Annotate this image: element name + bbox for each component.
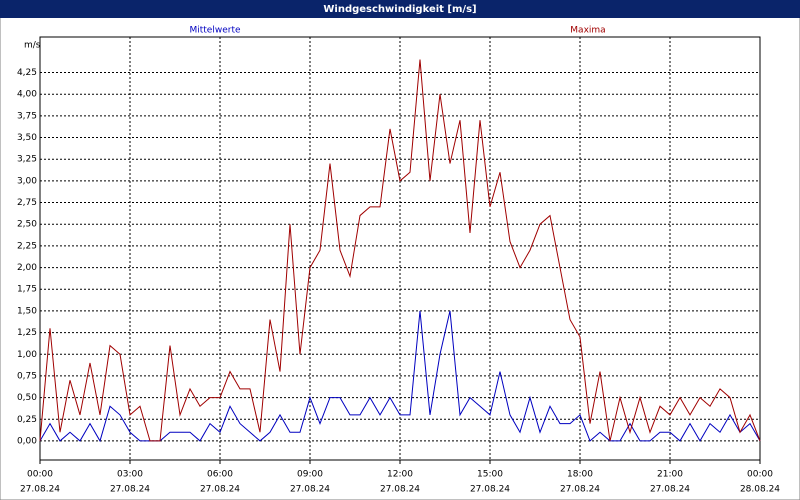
y-tick-label: 0,25: [17, 415, 37, 425]
chart-title: Windgeschwindigkeit [m/s]: [323, 4, 476, 15]
x-tick-label: 27.08.24: [650, 485, 690, 495]
y-tick-label: 3,50: [17, 133, 37, 143]
x-tick-label: 27.08.24: [380, 485, 420, 495]
y-tick-label: 2,00: [17, 263, 37, 273]
x-tick-label: 06:00: [207, 470, 233, 480]
x-tick-label: 27.08.24: [290, 485, 330, 495]
y-tick-label: 0,00: [17, 436, 37, 446]
x-tick-label: 00:00: [747, 470, 773, 480]
y-tick-label: 0,75: [17, 371, 37, 381]
y-tick-label: 2,25: [17, 241, 37, 251]
y-tick-label: 4,00: [17, 90, 37, 100]
y-tick-label: 2,50: [17, 220, 37, 230]
x-tick-label: 12:00: [387, 470, 413, 480]
x-tick-label: 21:00: [657, 470, 683, 480]
x-tick-label: 27.08.24: [470, 485, 510, 495]
y-tick-label: 3,25: [17, 155, 37, 165]
x-tick-label: 00:00: [27, 470, 53, 480]
data-line: [39, 59, 761, 442]
x-tick-label: 15:00: [477, 470, 503, 480]
x-tick-label: 27.08.24: [110, 485, 150, 495]
x-tick-label: 27.08.24: [200, 485, 240, 495]
x-tick-label: 28.08.24: [740, 485, 780, 495]
y-tick-label: 2,75: [17, 198, 37, 208]
y-tick-label: 3,75: [17, 111, 37, 121]
x-tick-label: 18:00: [567, 470, 593, 480]
y-tick-label: 1,25: [17, 328, 37, 338]
y-tick-label: 3,00: [17, 176, 37, 186]
title-bar: [0, 0, 800, 18]
legend-entry: Maxima: [570, 26, 605, 36]
x-tick-label: 09:00: [297, 470, 323, 480]
x-tick-label: 27.08.24: [20, 485, 60, 495]
y-axis-label: m/s: [24, 41, 41, 51]
y-tick-label: 0,50: [17, 393, 37, 403]
y-tick-label: 1,75: [17, 285, 37, 295]
x-tick-label: 03:00: [117, 470, 143, 480]
x-tick-label: 27.08.24: [560, 485, 600, 495]
y-tick-label: 4,25: [17, 68, 37, 78]
legend-entry: Mittelwerte: [189, 26, 240, 36]
y-tick-label: 1,50: [17, 306, 37, 316]
y-tick-label: 1,00: [17, 350, 37, 360]
